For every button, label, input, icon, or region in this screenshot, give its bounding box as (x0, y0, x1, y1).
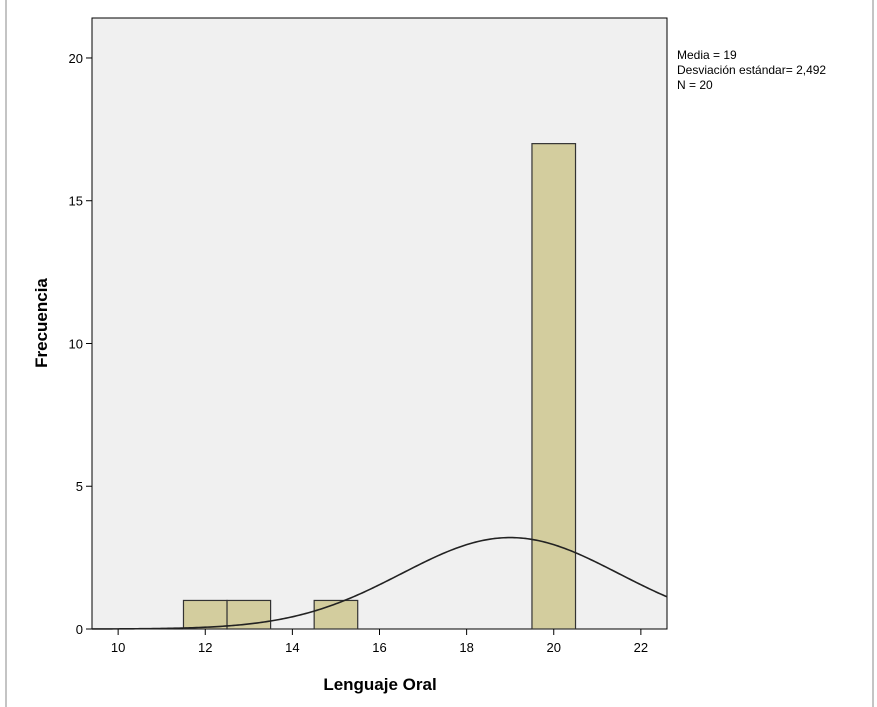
y-tick-label: 5 (76, 479, 83, 494)
curve-layer (91, 536, 668, 630)
y-tick-label: 0 (76, 622, 83, 637)
x-tick-label: 16 (372, 640, 386, 655)
x-axis-ticks: 10 12 14 16 18 20 22 (111, 629, 648, 655)
x-axis-title: Lenguaje Oral (323, 675, 436, 694)
histogram-bar (182, 599, 228, 630)
x-tick-label: 20 (547, 640, 561, 655)
bars-layer (182, 143, 577, 630)
y-axis-ticks: 0 5 10 15 20 (69, 51, 92, 637)
x-tick-label: 12 (198, 640, 212, 655)
y-tick-label: 10 (69, 336, 83, 351)
x-tick-label: 18 (459, 640, 473, 655)
y-tick-label: 15 (69, 194, 83, 209)
y-axis-title: Frecuencia (32, 278, 51, 368)
normal-curve (91, 536, 668, 630)
plot-area (91, 17, 668, 630)
x-tick-label: 10 (111, 640, 125, 655)
stats-sd: Desviación estándar= 2,492 (677, 63, 826, 77)
histogram-bar (531, 143, 577, 630)
stats-mean: Media = 19 (677, 48, 737, 62)
y-tick-label: 20 (69, 51, 83, 66)
x-tick-label: 14 (285, 640, 299, 655)
histogram-bar (313, 599, 359, 630)
x-tick-label: 22 (634, 640, 648, 655)
stats-n: N = 20 (677, 78, 713, 92)
